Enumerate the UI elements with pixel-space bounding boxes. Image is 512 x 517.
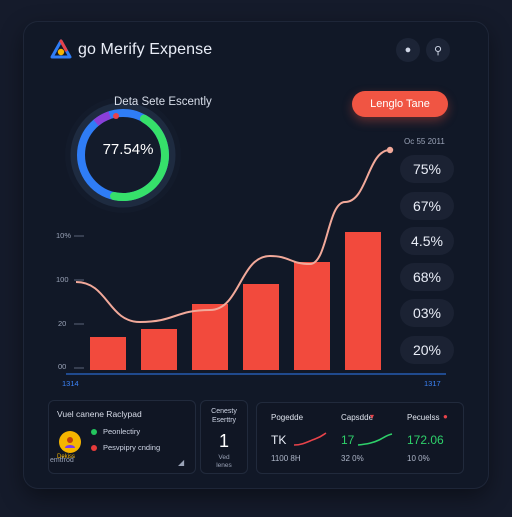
gauge-track [70,102,176,208]
toggle-button[interactable]: ● [396,38,420,62]
y-tick-label: 00 [58,362,67,371]
x-tick-label: 1317 [424,379,441,388]
metric-value: 17 [341,433,355,447]
trend-end-point [386,146,394,154]
chart-bar[interactable] [192,304,228,370]
metrics-card: Pogedde TK 1100 8H Capsdde ▾ 17 32 0% Pe… [256,402,464,474]
metric-label: Pogedde [271,413,304,422]
list-item-label: Pesvpipry cnding [103,443,161,452]
count-card-number: 1 [218,431,229,451]
list-item: Pesvpipry cnding [91,443,160,452]
percent-pill[interactable]: 68% [400,263,454,291]
count-card: Cenesty Eserttry 1 Ved lenes [200,400,248,474]
percent-pill[interactable]: 20% [400,336,454,364]
resize-icon[interactable]: ◢ [178,458,185,467]
search-button[interactable]: ⚲ [426,38,450,62]
toggle-icon: ● [404,44,412,56]
y-tick-label: 100 [56,275,69,284]
chart-bar[interactable] [141,329,177,370]
team-card: Vuel canene Raclypad Dekiss Peonlectiry … [48,400,196,474]
avatar-label: Dekiss [57,454,76,460]
metric-sub: 32 0% [341,454,364,463]
percent-pill[interactable]: 03% [400,299,454,327]
primary-action-button[interactable]: Lenglo Tane [352,91,448,117]
gauge-value: 77.54% [102,141,154,158]
percent-pill[interactable]: 4.5% [400,227,454,255]
metric-sub: 10 0% [407,454,430,463]
app-title: go Merify Expense [78,41,213,58]
metric-sub: 1100 8H [271,454,301,463]
count-card-label: Cenesty [211,408,237,415]
gauge-red-dot [113,113,119,119]
sparkline-icon [357,433,393,446]
sparkline-icon [293,432,327,446]
percent-pill[interactable]: 75% [400,155,454,183]
metric-value: TK [271,433,287,447]
down-arrow-icon: ▾ [370,412,375,421]
percent-pill[interactable]: 67% [400,192,454,220]
progress-gauge [65,97,181,213]
metric-label: Capsdde [341,413,374,422]
metric-label: Pecuelss [407,413,440,422]
chart-bar[interactable] [243,284,279,370]
list-item-label: Peonlectiry [103,427,141,436]
avatar [59,431,81,453]
chart-bar[interactable] [345,232,381,370]
metric-value: 172.06 [407,433,444,447]
list-item: Peonlectiry [91,427,140,436]
person-icon [65,437,75,448]
status-dot-icon [91,428,97,435]
team-card-title: Vuel canene Raclypad [57,409,142,419]
gauge-title: Deta Sete Escently [114,96,212,108]
team-card-sub: emtfrod [50,457,74,464]
app-logo-icon [50,39,72,59]
chart-grid [66,235,446,375]
search-icon: ⚲ [433,44,443,57]
chart-bars [90,232,381,370]
y-tick-label: 10% [56,231,72,240]
count-card-footer: Ved lenes [216,454,232,469]
gauge-purple-arc [77,109,169,201]
chart-bar[interactable] [294,262,330,370]
x-tick-label: 1314 [62,379,79,388]
status-dot-icon: ● [443,412,448,421]
trend-line [75,149,391,324]
count-card-label: Eserttry [211,417,237,424]
status-dot-icon [91,444,97,451]
chart-bar[interactable] [90,337,126,370]
y-tick-label: 20 [58,319,67,328]
side-date: Oc 55 2011 [404,137,445,146]
gauge-green-arc [77,109,169,201]
app-header: go Merify Expense [50,38,460,62]
